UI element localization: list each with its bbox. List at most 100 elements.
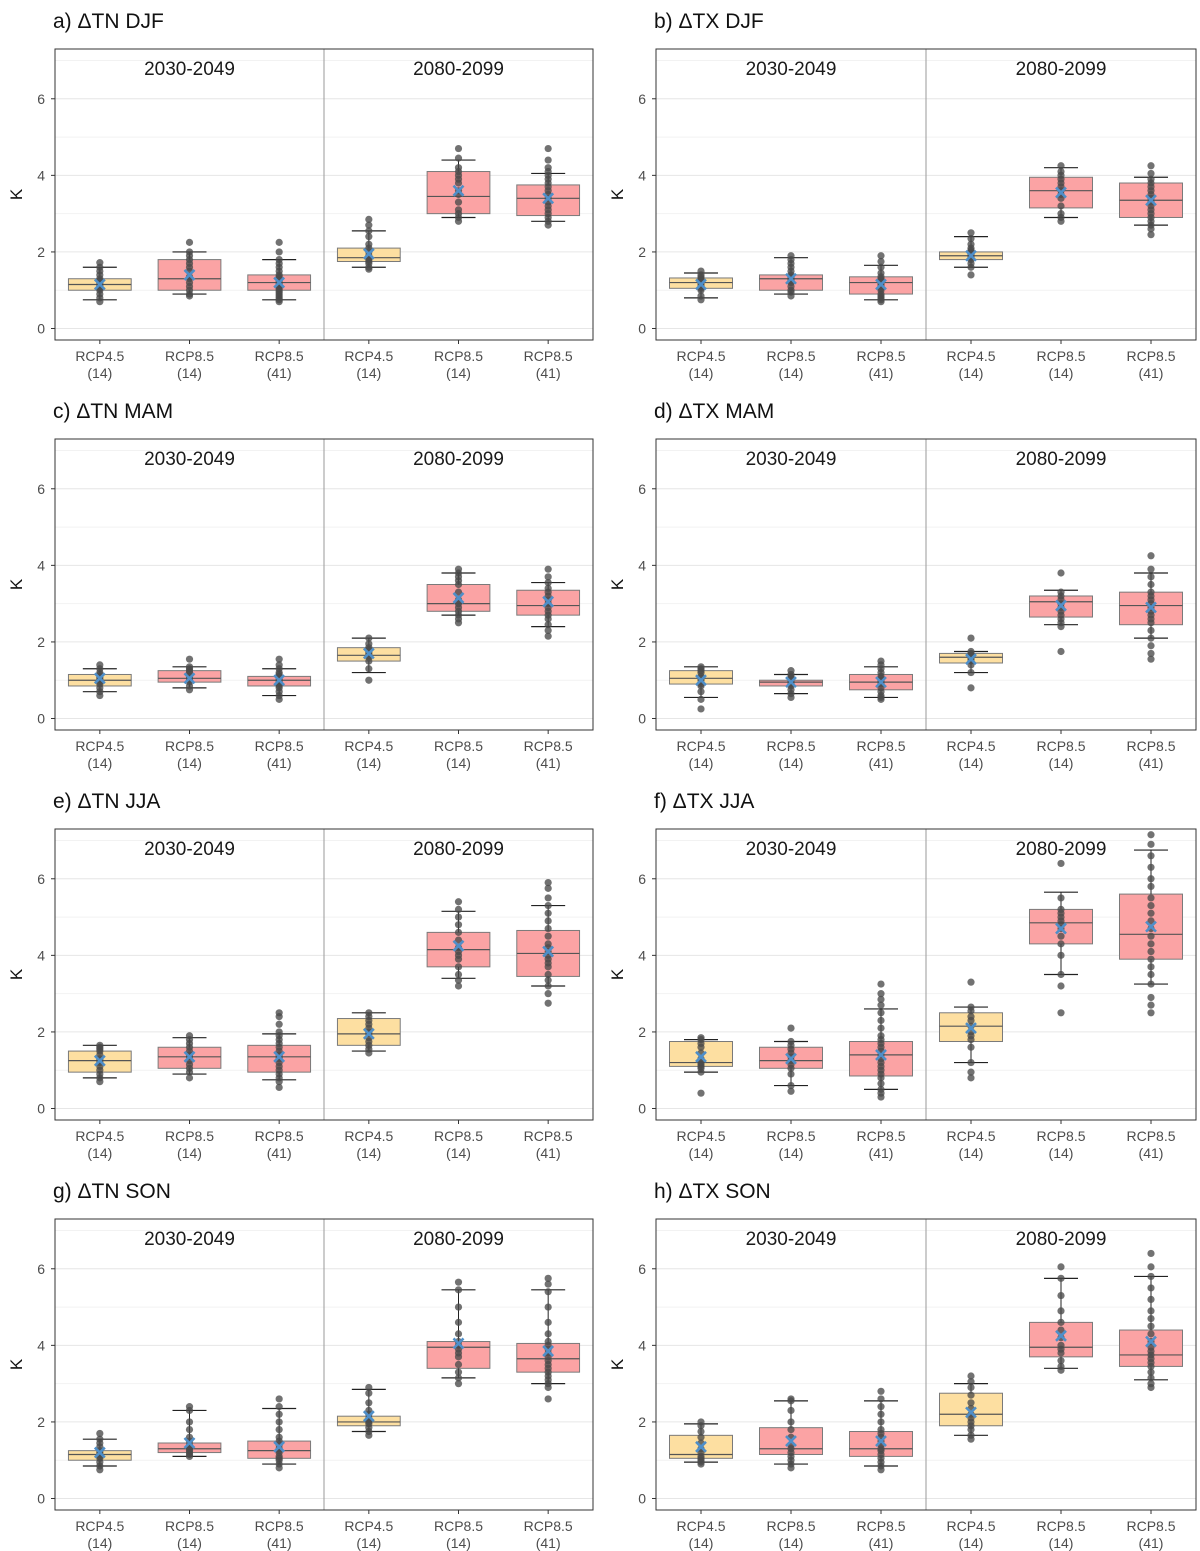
data-point <box>877 1403 885 1411</box>
panel-title: b) ΔTX DJF <box>654 10 764 33</box>
x-tick-sublabel: (14) <box>446 1535 471 1551</box>
x-tick-sublabel: (14) <box>356 1145 381 1161</box>
mean-marker <box>452 1337 465 1350</box>
data-point <box>1147 894 1155 902</box>
x-tick-label: RCP8.5 <box>165 1128 214 1144</box>
data-point <box>1147 901 1155 910</box>
y-tick-label: 6 <box>37 91 45 107</box>
y-tick-label: 4 <box>37 1337 45 1353</box>
data-point <box>275 661 283 669</box>
period-label: 2030-2049 <box>746 59 837 80</box>
mean-marker <box>1145 1335 1157 1348</box>
data-point <box>275 1410 283 1418</box>
mean-marker <box>183 268 196 281</box>
data-point <box>544 1274 552 1282</box>
x-tick-label: RCP8.5 <box>1036 1128 1085 1144</box>
data-point <box>1147 1284 1155 1292</box>
period-label: 2080-2099 <box>1016 839 1107 860</box>
y-axis-label: K <box>608 1358 627 1370</box>
data-point <box>96 1435 104 1443</box>
mean-marker <box>452 939 465 952</box>
data-point <box>877 1085 885 1093</box>
x-tick-label: RCP8.5 <box>524 738 573 754</box>
x-tick-label: RCP4.5 <box>676 738 725 754</box>
data-point <box>275 1083 283 1092</box>
y-tick-label: 0 <box>638 321 646 337</box>
mean-marker <box>183 1437 196 1449</box>
mean-marker <box>695 1050 707 1063</box>
data-point <box>454 1278 463 1286</box>
y-tick-label: 6 <box>638 1261 646 1277</box>
panel-border <box>655 828 1197 1121</box>
data-point <box>877 990 885 998</box>
x-tick-sublabel: (41) <box>267 1145 292 1161</box>
data-point <box>185 1425 194 1434</box>
data-point <box>365 1383 373 1392</box>
x-tick-sublabel: (41) <box>536 1535 561 1551</box>
data-point <box>1147 1009 1155 1017</box>
data-point <box>454 913 463 921</box>
x-tick-sublabel: (14) <box>689 755 714 771</box>
data-point <box>787 1037 795 1046</box>
x-tick-sublabel: (14) <box>959 755 984 771</box>
y-tick-label: 4 <box>638 167 646 183</box>
y-tick-label: 2 <box>37 634 45 650</box>
data-point <box>1147 655 1155 663</box>
data-point <box>544 884 552 892</box>
x-tick-label: RCP4.5 <box>946 1518 995 1534</box>
x-tick-label: RCP4.5 <box>946 738 995 754</box>
period-label: 2080-2099 <box>413 449 504 470</box>
data-point <box>697 1034 705 1042</box>
data-point <box>1147 970 1155 979</box>
x-tick-label: RCP4.5 <box>75 738 124 754</box>
mean-marker <box>273 1050 286 1063</box>
data-point <box>1147 634 1155 642</box>
data-point <box>967 684 975 692</box>
period-label: 2080-2099 <box>1016 59 1107 80</box>
x-tick-sublabel: (41) <box>869 365 894 381</box>
data-point <box>877 657 885 665</box>
x-tick-label: RCP4.5 <box>75 1518 124 1534</box>
x-tick-sublabel: (14) <box>959 1535 984 1551</box>
mean-marker <box>1055 186 1067 199</box>
x-tick-label: RCP4.5 <box>676 348 725 364</box>
period-label: 2030-2049 <box>144 59 235 80</box>
period-label: 2080-2099 <box>1016 449 1107 470</box>
mean-marker <box>695 674 707 687</box>
data-point <box>544 879 552 887</box>
data-point <box>96 1429 104 1438</box>
data-point <box>1057 210 1065 218</box>
x-tick-label: RCP8.5 <box>1036 1518 1085 1534</box>
x-tick-label: RCP8.5 <box>1036 348 1085 364</box>
x-tick-label: RCP4.5 <box>344 1518 393 1534</box>
x-tick-sublabel: (14) <box>1049 1535 1074 1551</box>
data-point <box>544 578 552 587</box>
data-point <box>185 663 194 671</box>
y-tick-label: 4 <box>37 167 45 183</box>
y-tick-label: 6 <box>37 871 45 887</box>
mean-marker <box>785 676 797 689</box>
x-tick-label: RCP8.5 <box>1126 1128 1175 1144</box>
data-point <box>1057 202 1065 210</box>
data-point <box>275 1395 283 1403</box>
data-point <box>1147 588 1155 596</box>
data-point <box>544 990 552 998</box>
panel-title: d) ΔTX MAM <box>654 400 774 423</box>
x-tick-sublabel: (14) <box>1049 365 1074 381</box>
data-point <box>697 695 705 703</box>
data-point <box>185 1433 194 1441</box>
panel-border <box>54 828 594 1121</box>
mean-marker <box>93 672 106 685</box>
data-point <box>1147 1295 1155 1304</box>
data-point <box>1147 1322 1155 1330</box>
mean-marker <box>452 184 465 197</box>
data-point <box>365 1399 373 1407</box>
x-tick-sublabel: (41) <box>869 1535 894 1551</box>
data-point <box>877 1016 885 1025</box>
y-tick-label: 2 <box>638 244 646 260</box>
data-point <box>877 263 885 271</box>
panel-border <box>54 48 594 341</box>
panel-border <box>54 438 594 731</box>
x-tick-sublabel: (14) <box>177 1535 202 1551</box>
data-point <box>275 238 283 246</box>
